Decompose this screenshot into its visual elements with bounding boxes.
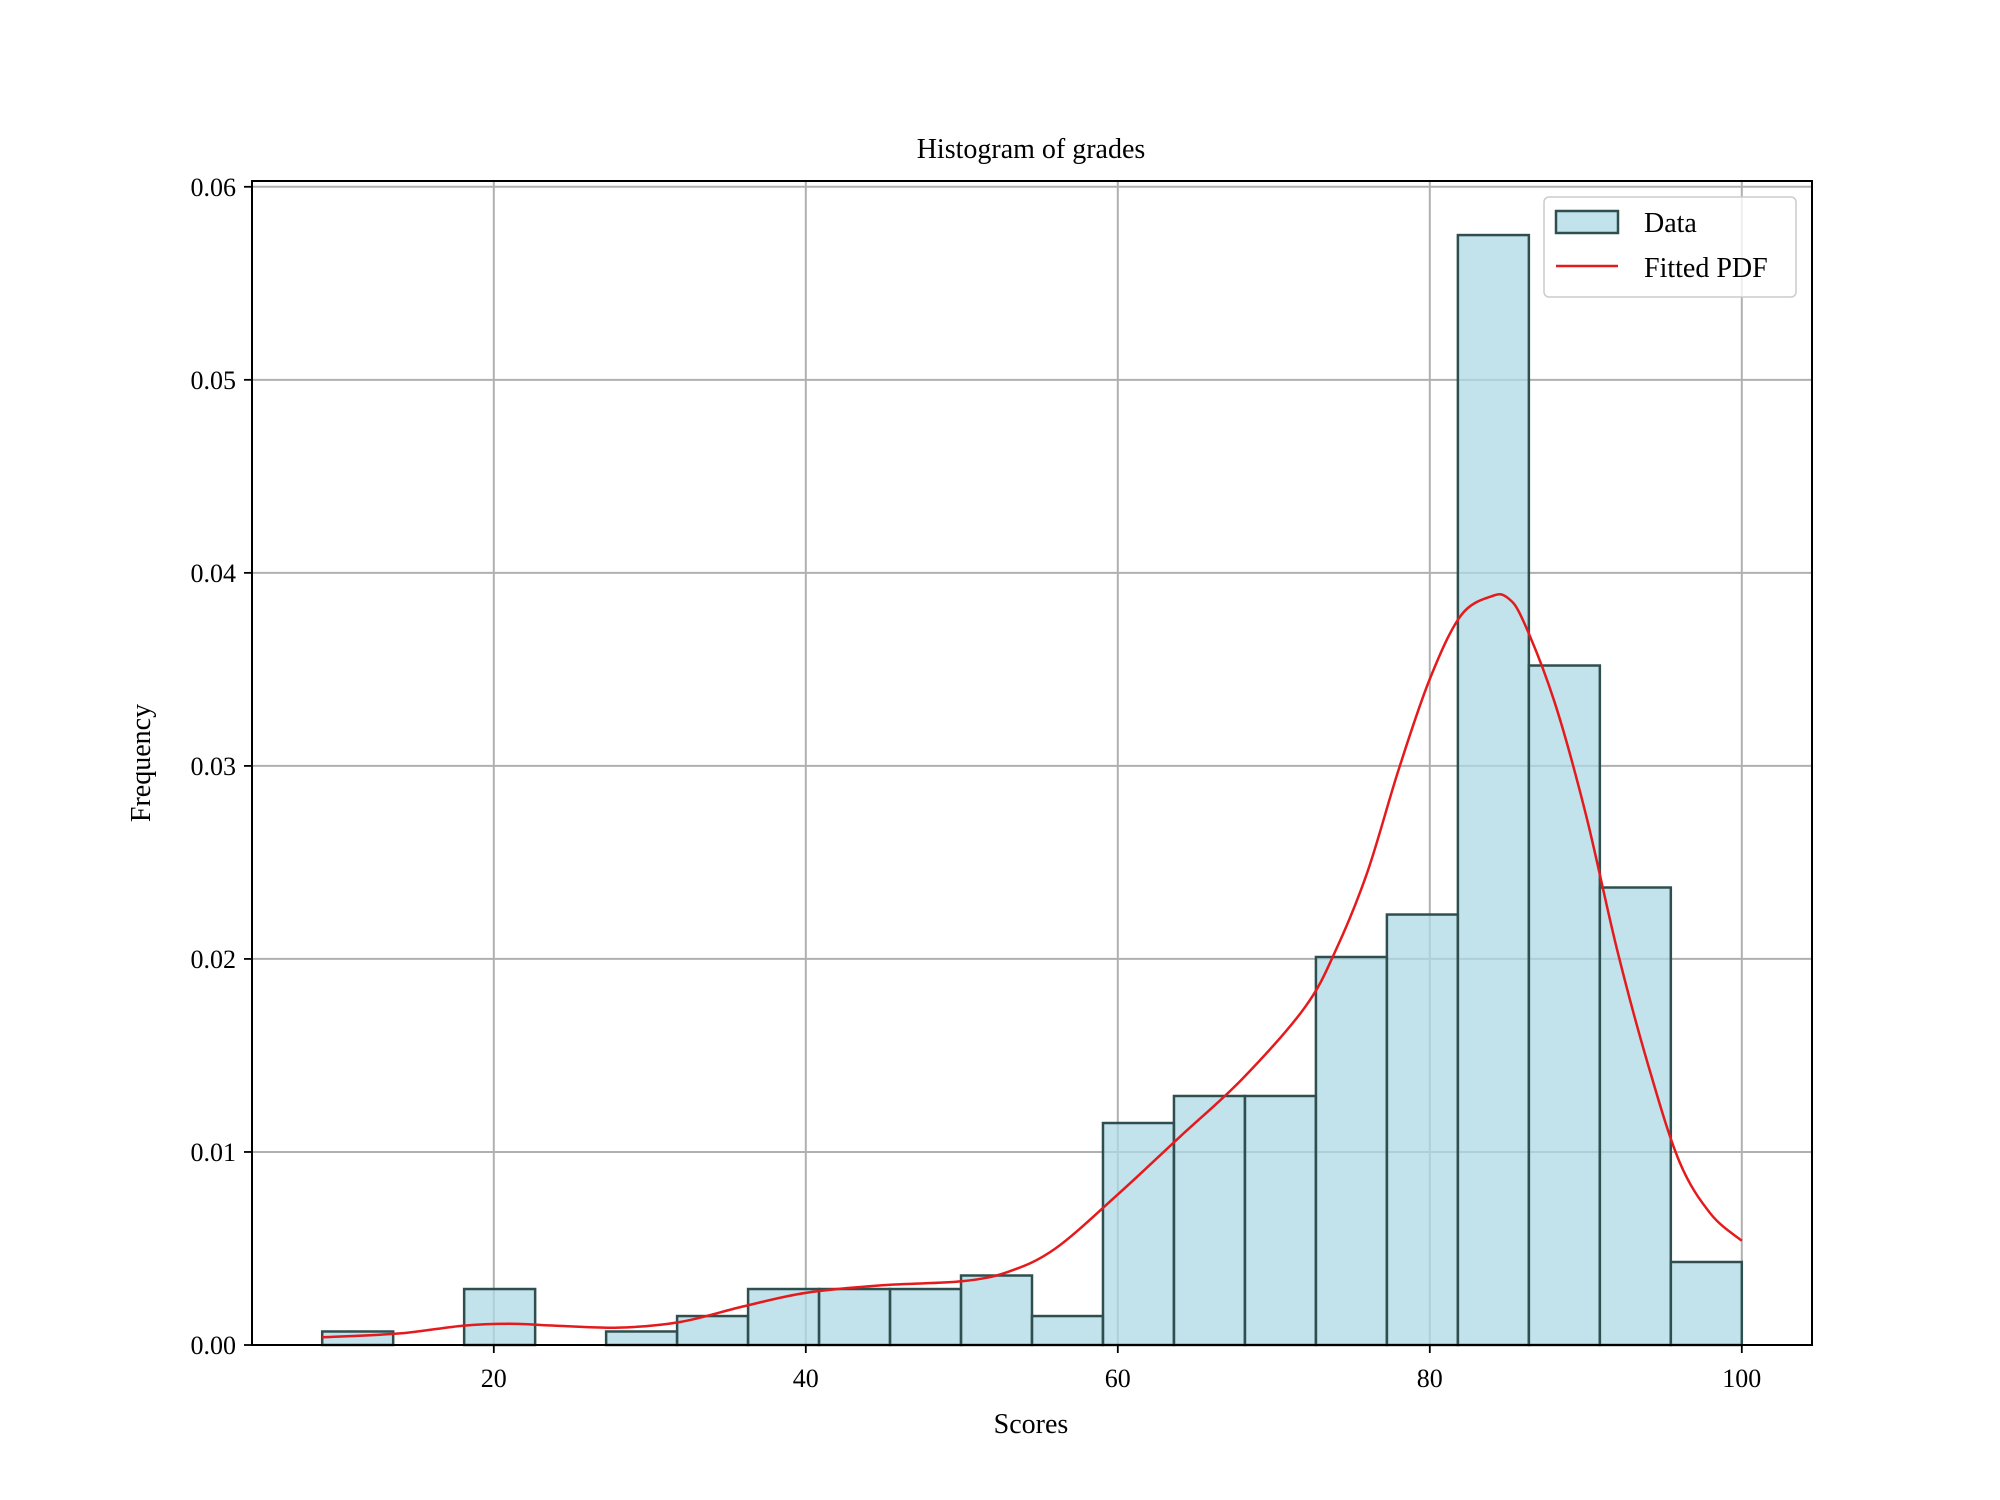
x-tick-label: 100 <box>1722 1364 1761 1393</box>
fitted-pdf-line <box>322 593 1743 1339</box>
y-tick-label: 0.04 <box>191 559 237 588</box>
y-tick-label: 0.02 <box>191 945 237 974</box>
x-tick-label: 40 <box>793 1364 819 1393</box>
grid-lines <box>252 181 1812 1346</box>
histogram-bar <box>1101 1121 1176 1347</box>
axis-ticks: 20 40 60 80 100 0.00 0.01 0.02 0.03 0.04 0.05 0.06 <box>191 173 1762 1393</box>
y-tick-label: 0.05 <box>191 366 237 395</box>
y-tick-label: 0.01 <box>191 1138 237 1167</box>
legend-swatch-data <box>1554 209 1620 235</box>
pdf-curve-layer <box>322 593 1743 1339</box>
histogram-bar <box>817 1287 892 1347</box>
x-tick-label: 60 <box>1105 1364 1131 1393</box>
x-axis-label: Scores <box>994 1409 1069 1440</box>
histogram-bar <box>746 1287 821 1347</box>
histogram-bar <box>1314 955 1389 1347</box>
histogram-bar <box>1243 1094 1318 1347</box>
y-tick-label: 0.03 <box>191 752 237 781</box>
histogram-bar <box>1456 233 1531 1347</box>
chart-title: Histogram of grades <box>917 134 1146 165</box>
histogram-bar <box>1598 886 1673 1347</box>
histogram-bars <box>320 233 1744 1347</box>
histogram-bar <box>604 1330 679 1347</box>
histogram-bar <box>888 1287 963 1347</box>
y-tick-label: 0.06 <box>191 173 237 202</box>
x-tick-label: 20 <box>481 1364 507 1393</box>
y-axis-label: Frequency <box>126 704 157 822</box>
plot-frame <box>251 180 1813 1346</box>
histogram-bar <box>959 1274 1034 1347</box>
legend: Data Fitted PDF <box>1543 196 1797 298</box>
histogram-bar <box>462 1287 537 1347</box>
histogram-bar <box>1669 1260 1744 1347</box>
y-tick-label: 0.00 <box>191 1331 237 1360</box>
legend-label-data: Data <box>1644 208 1697 239</box>
histogram-bar <box>1385 913 1460 1347</box>
legend-label-fitted-pdf: Fitted PDF <box>1644 253 1768 284</box>
histogram-bar <box>1527 664 1602 1347</box>
histogram-bar <box>1030 1314 1105 1347</box>
x-tick-label: 80 <box>1417 1364 1443 1393</box>
